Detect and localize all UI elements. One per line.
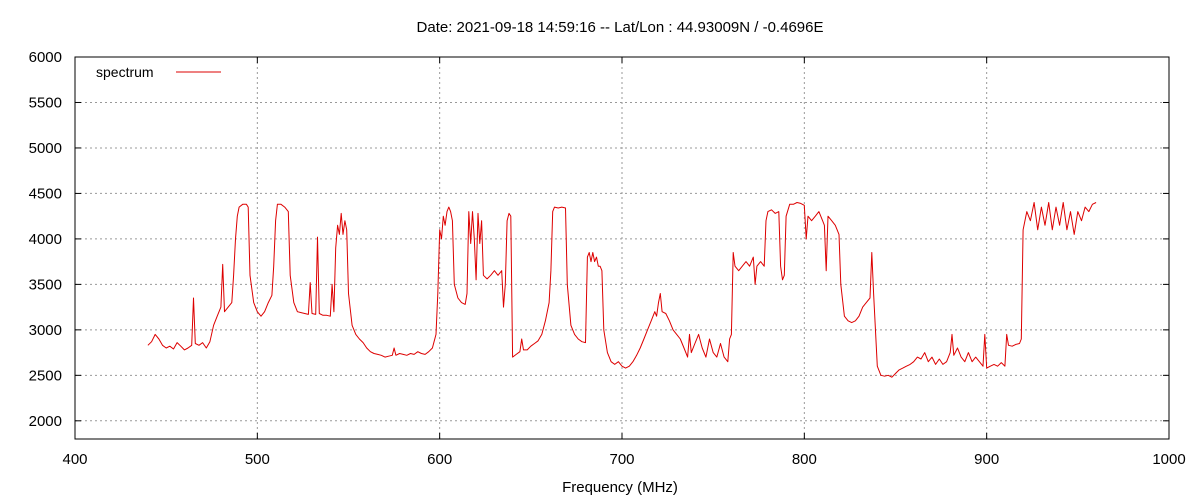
y-tick-label: 4000: [29, 231, 62, 248]
chart-title: Date: 2021-09-18 14:59:16 -- Lat/Lon : 4…: [417, 19, 824, 36]
y-tick-label: 2500: [29, 367, 62, 384]
x-tick-label: 800: [792, 451, 817, 468]
x-tick-label: 900: [974, 451, 999, 468]
data-series: [147, 202, 1097, 378]
y-tick-label: 3000: [29, 322, 62, 339]
x-tick-label: 600: [427, 451, 452, 468]
legend-label: spectrum: [96, 64, 154, 80]
axis-ticks: 400 500 600 700 800 900 1000 2000 2500 3000 3500 40…: [29, 49, 1186, 468]
y-tick-label: 6000: [29, 49, 62, 66]
x-tick-label: 400: [62, 451, 87, 468]
x-tick-label: 500: [245, 451, 270, 468]
y-tick-label: 5000: [29, 140, 62, 157]
y-tick-label: 4500: [29, 185, 62, 202]
x-tick-label: 700: [609, 451, 634, 468]
x-tick-label: 1000: [1152, 451, 1185, 468]
legend: spectrum: [96, 64, 221, 80]
y-tick-label: 5500: [29, 94, 62, 111]
y-tick-label: 2000: [29, 413, 62, 430]
series-line-spectrum: [147, 202, 1097, 378]
x-axis-label: Frequency (MHz): [562, 479, 678, 496]
y-tick-label: 3500: [29, 276, 62, 293]
grid-lines: [75, 57, 1169, 439]
